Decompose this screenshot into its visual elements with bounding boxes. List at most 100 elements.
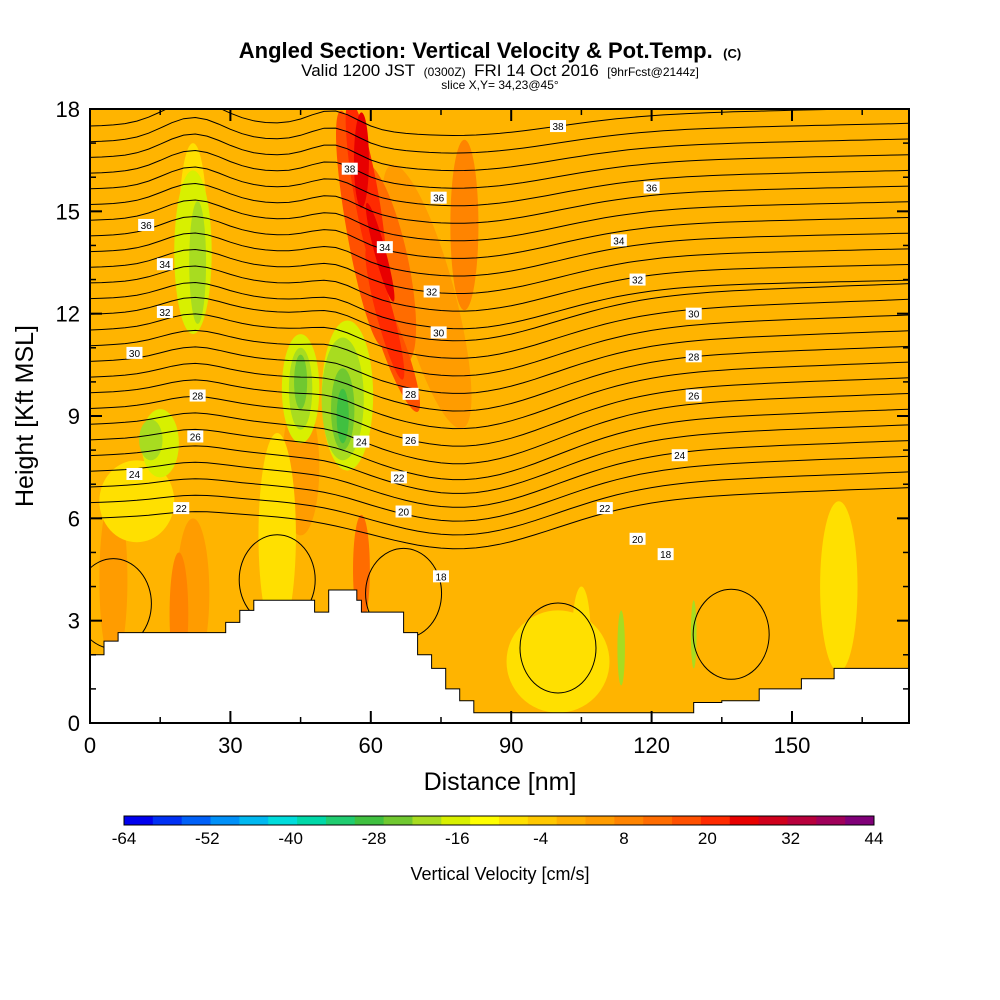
- svg-text:30: 30: [129, 349, 141, 360]
- isotherm-contours: [90, 109, 909, 694]
- colorbar-tick-label: -52: [195, 829, 220, 848]
- isotherm-label: 34: [610, 234, 627, 247]
- isotherm-label: 32: [423, 285, 440, 298]
- colorbar-swatch: [383, 816, 413, 825]
- colorbar-swatch: [845, 816, 875, 825]
- colorbar-swatch: [239, 816, 269, 825]
- y-tick-label: 0: [68, 711, 80, 736]
- x-axis: 0 30 60 90 120 150: [84, 109, 863, 758]
- isotherm-label: 30: [685, 307, 702, 321]
- isotherm-line: [90, 408, 909, 481]
- isotherm-line: [90, 424, 909, 494]
- title-block: Angled Section: Vertical Velocity & Pot.…: [239, 38, 741, 92]
- svg-text:32: 32: [426, 287, 438, 298]
- colorbar-tick-label: 32: [781, 829, 800, 848]
- plot-background: [90, 109, 909, 723]
- isotherm-line: [90, 215, 909, 259]
- colorbar-swatch: [614, 816, 644, 825]
- velocity-region: [189, 201, 207, 324]
- plot-area: 38 38 36 36 36 34 34 34 32 32 32 30 30 30 28 28 28 26 26 26…: [90, 109, 909, 723]
- isotherm-line: [90, 166, 909, 207]
- isotherm-label: 38: [550, 120, 566, 133]
- isotherm-line: [90, 471, 909, 536]
- colorbar-tick-label: 8: [619, 829, 628, 848]
- valid-date: FRI 14 Oct 2016: [474, 61, 599, 80]
- colorbar-tick-label: -64: [112, 829, 137, 848]
- colorbar-swatch: [758, 816, 788, 825]
- velocity-region: [336, 388, 349, 444]
- svg-text:28: 28: [405, 390, 417, 401]
- svg-text:22: 22: [599, 504, 611, 515]
- isotherm-label: 32: [629, 273, 646, 287]
- isotherm-label: 24: [126, 467, 143, 481]
- isotherm-label: 30: [430, 326, 447, 339]
- isotherm-line: [90, 264, 909, 312]
- isotherm-label: 32: [156, 305, 173, 319]
- colorbar-swatch: [152, 816, 183, 825]
- isotherm-line: [90, 487, 909, 550]
- chart-title-suffix: (C): [723, 46, 741, 61]
- isotherm-line: [90, 314, 909, 377]
- colorbar-swatch: [729, 816, 760, 825]
- x-tick-label: 150: [774, 733, 811, 758]
- svg-text:34: 34: [159, 260, 171, 271]
- svg-text:30: 30: [433, 328, 445, 339]
- velocity-region: [690, 600, 697, 669]
- colorbar-swatch: [816, 816, 846, 825]
- isotherm-line: [90, 133, 909, 172]
- chart-title: Angled Section: Vertical Velocity & Pot.…: [239, 38, 713, 63]
- colorbar-swatch: [181, 816, 212, 825]
- isotherm-line: [90, 109, 871, 137]
- isotherm-line: [90, 377, 909, 447]
- isotherm-label: 36: [138, 218, 155, 232]
- isotherm-label: 24: [353, 435, 370, 449]
- x-tick-label: 90: [499, 733, 523, 758]
- isotherm-label: 20: [629, 532, 646, 546]
- velocity-region: [258, 433, 296, 638]
- y-tick-label: 18: [56, 97, 80, 122]
- isotherm-line: [90, 232, 909, 277]
- velocity-region: [617, 610, 625, 686]
- svg-text:28: 28: [688, 352, 700, 363]
- isotherm-labels: 38 38 36 36 36 34 34 34 32 32 32 30 30 30 28 28 28 26 26 26…: [126, 120, 702, 583]
- isotherm-label: 22: [596, 502, 613, 515]
- isotherm-line: [90, 361, 909, 430]
- colorbar-tick-label: -28: [362, 829, 387, 848]
- y-tick-label: 15: [56, 199, 80, 224]
- svg-text:28: 28: [192, 392, 204, 403]
- svg-text:36: 36: [646, 183, 658, 194]
- isotherm-loop: [692, 588, 770, 680]
- colorbar-swatch: [354, 816, 385, 825]
- y-tick-label: 6: [68, 506, 80, 531]
- x-tick-label: 0: [84, 733, 96, 758]
- svg-text:26: 26: [405, 436, 417, 447]
- svg-text:24: 24: [674, 451, 686, 462]
- isotherm-line: [90, 330, 909, 394]
- colorbar-swatch: [210, 816, 240, 825]
- isotherm-line: [90, 248, 909, 294]
- svg-text:32: 32: [159, 308, 171, 319]
- isotherm-line: [90, 455, 909, 522]
- isotherm-label: 18: [433, 570, 449, 583]
- svg-text:18: 18: [435, 572, 447, 583]
- isotherm-line: [90, 393, 909, 465]
- svg-text:Angled Section: Vertical Veloc: Angled Section: Vertical Velocity & Pot.…: [239, 38, 741, 63]
- isotherm-label: 28: [189, 389, 206, 403]
- isotherm-label: 18: [657, 548, 674, 561]
- isotherm-line: [90, 149, 909, 189]
- isotherm-label: 26: [187, 430, 204, 443]
- colorbar-swatch: [556, 816, 587, 825]
- colorbar-swatch: [325, 816, 356, 825]
- isotherm-label: 24: [671, 449, 688, 462]
- svg-text:36: 36: [433, 194, 445, 205]
- isotherm-label: 34: [156, 258, 173, 271]
- colorbar-swatch: [412, 816, 442, 825]
- colorbar-tick-label: -40: [278, 829, 303, 848]
- valid-utc: (0300Z): [424, 65, 466, 79]
- isotherm-label: 36: [643, 181, 660, 194]
- isotherm-label: 38: [341, 162, 358, 176]
- svg-text:20: 20: [398, 508, 410, 519]
- svg-text:32: 32: [632, 276, 644, 287]
- forecast-info: [9hrFcst@2144z]: [607, 65, 699, 79]
